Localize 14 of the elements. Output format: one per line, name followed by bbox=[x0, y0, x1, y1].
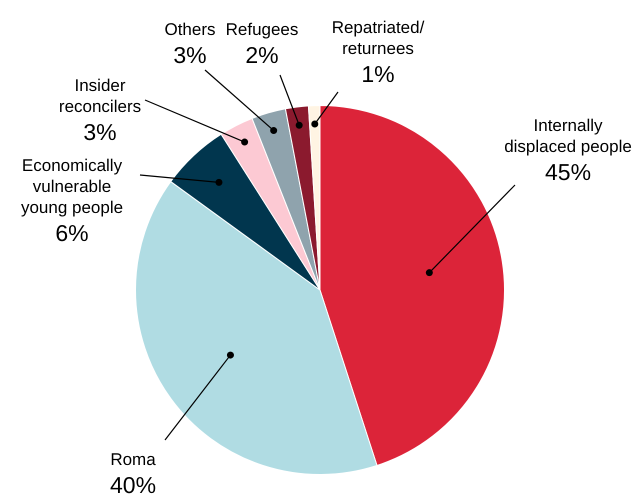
slice-label: Refugees bbox=[226, 20, 298, 40]
slice-label: Roma bbox=[110, 450, 156, 470]
data-label: 45% bbox=[544, 158, 592, 185]
data-label: 1% bbox=[361, 60, 395, 87]
slice-label: Insider reconcilers bbox=[58, 76, 142, 116]
data-label: 3% bbox=[83, 118, 117, 145]
slice-label: Economically vulnerable young people bbox=[20, 156, 124, 218]
slice-label: Others bbox=[164, 20, 216, 40]
data-label: 2% bbox=[245, 42, 279, 68]
slice-label: Repatriated/ returnees bbox=[332, 18, 425, 58]
slice-label: Internally displaced people bbox=[504, 116, 632, 156]
data-label: 6% bbox=[55, 220, 89, 246]
data-label: 3% bbox=[173, 42, 207, 68]
data-label: 40% bbox=[110, 472, 156, 497]
